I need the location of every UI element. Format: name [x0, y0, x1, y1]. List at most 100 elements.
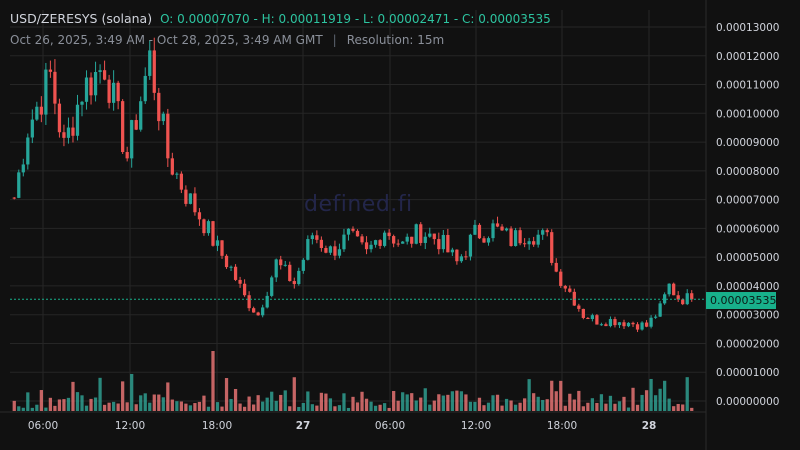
volume-bar: [139, 395, 143, 411]
volume-bar: [523, 398, 527, 411]
volume-bar: [563, 405, 567, 411]
volume-bar: [324, 393, 328, 411]
candle-body: [12, 197, 16, 199]
candle-body: [93, 71, 98, 96]
y-tick-label: 0.00000000: [716, 396, 779, 408]
volume-bar: [581, 406, 585, 411]
candle-body: [473, 224, 477, 235]
candle-body: [509, 228, 513, 246]
candle-body: [274, 259, 278, 278]
volume-bar: [333, 406, 337, 411]
volume-bar: [613, 403, 617, 411]
volume-bar: [75, 392, 80, 411]
candle-body: [428, 233, 432, 237]
candle-body: [130, 120, 134, 159]
candle-body: [206, 221, 211, 234]
candle-body: [351, 228, 355, 231]
volume-bar: [319, 392, 324, 411]
candle-body: [35, 106, 39, 120]
y-tick-label: 0.00012000: [716, 51, 779, 63]
candle-body: [644, 322, 649, 327]
volume-bar: [473, 401, 477, 411]
candle-body: [333, 246, 337, 256]
candle-body: [545, 230, 549, 233]
volume-bar: [486, 402, 491, 411]
candle-body: [432, 233, 436, 240]
candle-body: [215, 240, 220, 246]
candle-body: [62, 132, 66, 138]
candle-body: [468, 234, 473, 257]
volume-bar: [238, 403, 242, 411]
candle-body: [116, 82, 120, 102]
volume-bar: [152, 394, 156, 411]
y-tick-label: 0.00013000: [716, 22, 779, 34]
volume-bar: [550, 380, 554, 411]
candle-body: [672, 283, 676, 296]
volume-bar: [157, 394, 161, 411]
candle-body: [143, 75, 147, 102]
volume-bar: [631, 387, 635, 411]
candle-body: [161, 113, 165, 122]
y-tick-label: 0.00006000: [716, 223, 779, 235]
volume-bar: [283, 390, 287, 411]
volume-bar: [604, 403, 608, 411]
candle-body: [355, 230, 360, 237]
volume-bar: [513, 404, 518, 411]
candle-body: [30, 119, 34, 138]
candle-body: [495, 223, 500, 227]
volume-bar: [482, 405, 486, 411]
time-range: Oct 26, 2025, 3:49 AM - Oct 28, 2025, 3:…: [10, 33, 323, 47]
volume-bar: [148, 402, 152, 411]
volume-bar: [111, 401, 116, 411]
candle-body: [373, 240, 378, 245]
candle-body: [608, 319, 613, 327]
candle-body: [523, 243, 527, 245]
candle-body: [541, 230, 545, 235]
volume-bar: [617, 401, 622, 411]
candle-body: [107, 79, 111, 103]
y-tick-label: 0.00007000: [716, 195, 779, 207]
volume-bar: [288, 406, 292, 411]
volume-bar: [545, 399, 549, 411]
candle-body: [649, 317, 653, 327]
volume-bar: [450, 391, 454, 411]
candle-body: [292, 281, 296, 285]
volume-bar: [509, 400, 513, 411]
pair-title: USD/ZERESYS (solana): [10, 11, 153, 26]
candle-body: [84, 77, 89, 102]
volume-bar: [527, 379, 531, 411]
volume-bar: [274, 400, 278, 411]
volume-bar: [532, 393, 536, 411]
volume-bar: [414, 400, 418, 411]
candle-body: [450, 249, 454, 253]
y-tick-label: 0.00001000: [716, 367, 779, 379]
candle-body: [423, 236, 427, 243]
volume-bar: [667, 398, 671, 411]
volume-bar: [328, 398, 333, 411]
candle-body: [238, 279, 242, 284]
volume-bar: [215, 402, 220, 411]
volume-bar: [649, 378, 653, 411]
candle-body: [202, 219, 206, 234]
candle-body: [121, 101, 125, 153]
candle-body: [184, 189, 188, 204]
volume-bar: [477, 397, 482, 411]
candle-body: [486, 238, 491, 243]
candle-body: [491, 223, 495, 239]
candle-body: [75, 104, 80, 136]
y-tick-label: 0.00011000: [716, 80, 779, 92]
volume-bar: [89, 398, 93, 411]
candle-body: [690, 293, 694, 300]
volume-bar: [572, 399, 576, 411]
candle-body: [595, 315, 599, 325]
candle-body: [148, 50, 152, 76]
candle-body: [635, 324, 640, 330]
volume-bar: [364, 398, 369, 411]
volume-bar: [401, 392, 405, 411]
volume-bar: [26, 392, 30, 411]
watermark: defined.fi: [304, 192, 413, 217]
volume-bar: [342, 393, 346, 411]
candle-body: [306, 239, 310, 260]
candle-body: [441, 234, 445, 250]
